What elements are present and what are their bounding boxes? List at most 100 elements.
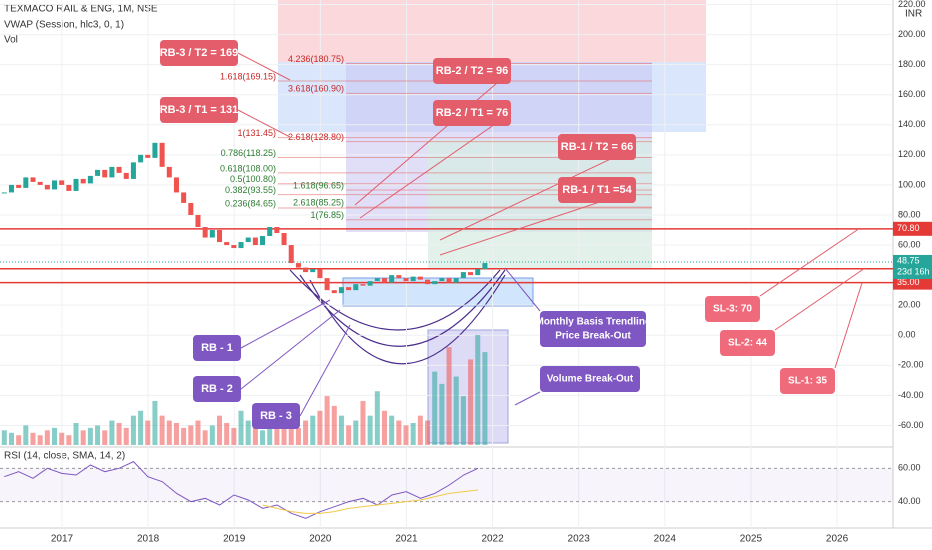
fib-label: 2.618(85.25) [293,197,344,207]
candle [209,230,215,238]
callout [160,40,238,66]
candle [331,290,337,294]
callout-line [759,227,861,297]
candle [324,278,330,291]
candle [446,278,452,283]
candle [410,276,416,282]
candle [346,287,352,291]
candle [80,178,86,184]
volume-bar [80,430,86,445]
volume-bar [1,430,7,445]
callout [193,376,241,402]
x-tick-label: 2025 [740,534,763,545]
volume-bar [173,423,179,445]
volume-bar [87,427,93,445]
candle [231,245,237,249]
y-tick-label: -20.00 [898,360,924,370]
candle [44,184,50,190]
volume-bar [425,420,431,445]
callout-label: RB-2 / T2 = 96 [436,65,508,77]
candle [260,236,266,246]
volume-bar [73,423,79,445]
candle [374,278,380,282]
callout-line [504,267,541,312]
fib-label: 1.618(169.15) [220,71,276,81]
y-tick-label: 220.00 [898,0,926,9]
candle [123,172,129,179]
volume-bar [317,410,323,445]
candle [195,214,201,228]
callout [252,403,300,429]
callout [780,368,835,394]
callout [720,330,775,356]
x-tick-label: 2026 [826,534,849,545]
rsi-line [262,489,479,514]
volume-bar [37,435,43,445]
volume-bar [202,430,208,445]
volume-bar [381,410,388,445]
volume-bar [30,432,36,445]
candle [238,242,244,249]
y-tick-label: -60.00 [898,420,924,430]
candle [66,184,72,191]
callout-label: RB - 2 [201,383,233,395]
volume-bar [116,423,122,445]
candle [109,166,115,178]
volume-bar [145,420,151,445]
callout-label: RB-1 / T1 =54 [562,184,632,196]
callout [433,100,511,126]
volume-bar [23,425,29,445]
y-tick-label: 20.00 [898,300,921,310]
volume-bar [260,430,266,445]
rsi-line [4,461,479,519]
candle [360,284,366,286]
y-tick-label: 120.00 [898,149,926,159]
price-tag-label: 35.00 [897,277,920,287]
candle [73,178,79,191]
volume-bar [59,432,65,445]
y-tick-label: 60.00 [898,239,921,249]
volume-bar [16,435,22,445]
volume-bar [331,405,337,445]
candle [252,237,258,246]
volume-bar [374,391,380,445]
y-tick-label: -40.00 [898,390,924,400]
callout-label: Price Break-Out [555,331,631,342]
volume-bar [446,347,452,445]
x-tick-label: 2023 [568,534,591,545]
price-tag [893,221,932,236]
candle [288,245,294,264]
candle [367,281,373,286]
candle [145,154,151,158]
volume-bar [295,427,301,445]
y-tick-label: 0.00 [898,330,916,340]
callout-line [240,299,331,349]
callout-label: SL-2: 44 [728,338,767,349]
candle [130,162,136,179]
callout [193,335,241,361]
candle [8,184,14,193]
callout-line [439,146,637,241]
volume-bar [396,420,402,445]
x-tick-label: 2019 [223,534,246,545]
candle [245,237,251,243]
volume-bar [181,427,187,445]
title: TEXMACO RAIL & ENG, 1M, NSE [4,4,158,15]
volume-bar [288,425,294,445]
volume-bar [267,423,273,445]
candle [317,269,323,279]
x-tick-label: 2024 [654,534,677,545]
volume-bar [403,425,409,445]
candle [381,278,388,283]
rsi-title: RSI (14, close, SMA, 14, 2) [4,451,125,462]
volume-bar [159,415,165,445]
candle [159,142,165,167]
callout-label: SL-3: 70 [713,304,752,315]
candle [482,263,488,270]
fib-label: 1(76.85) [310,210,344,220]
y-tick-label: 180.00 [898,59,926,69]
y-tick-label: 200.00 [898,29,926,39]
volume-bar [417,415,423,445]
volume-bar [52,427,58,445]
callout-label: RB-1 / T2 = 66 [561,141,633,153]
